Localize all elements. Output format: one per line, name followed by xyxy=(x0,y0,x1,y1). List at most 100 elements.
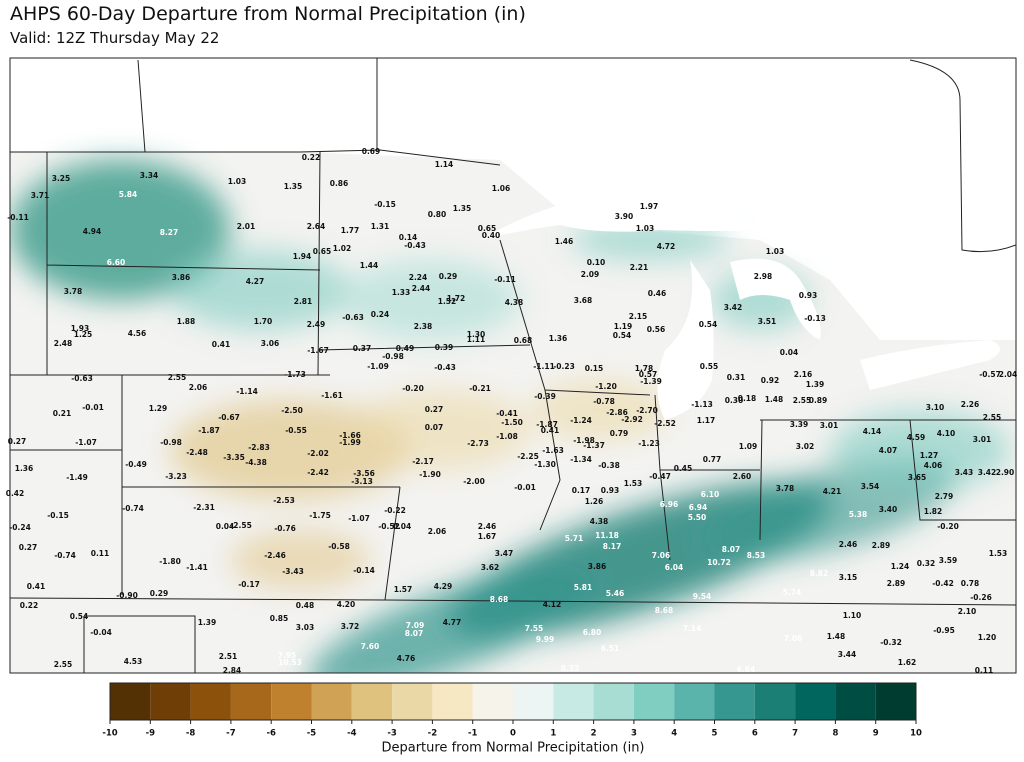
station-value: 2.79 xyxy=(935,492,954,501)
station-value: -0.67 xyxy=(218,413,240,422)
station-value: -0.24 xyxy=(9,523,31,532)
station-value: -1.61 xyxy=(321,391,343,400)
colorbar-tick-label: -10 xyxy=(102,729,117,739)
station-value: 2.55 xyxy=(983,413,1002,422)
station-value: 2.55 xyxy=(54,660,73,669)
station-value: 4.20 xyxy=(337,600,356,609)
station-value: 2.89 xyxy=(872,541,891,550)
title: AHPS 60-Day Departure from Normal Precip… xyxy=(10,3,526,25)
station-value: 8.27 xyxy=(160,228,179,237)
station-value: 4.94 xyxy=(83,227,102,236)
station-value: 2.81 xyxy=(294,297,313,306)
station-value: 0.07 xyxy=(425,423,444,432)
station-value: 0.29 xyxy=(439,272,458,281)
station-value: 3.01 xyxy=(820,421,839,430)
station-value: 3.25 xyxy=(52,174,71,183)
station-value: 2.06 xyxy=(189,383,208,392)
station-value: 1.35 xyxy=(453,204,472,213)
station-value: 7.55 xyxy=(525,624,544,633)
station-value: 0.65 xyxy=(313,247,332,256)
station-value: 0.40 xyxy=(482,231,501,240)
station-value: 0.68 xyxy=(514,336,533,345)
station-value: 1.39 xyxy=(806,380,825,389)
station-value: -0.38 xyxy=(598,461,620,470)
station-value: 0.55 xyxy=(700,362,719,371)
station-value: 3.40 xyxy=(879,505,898,514)
lake-michigan xyxy=(657,260,714,420)
station-value: -0.41 xyxy=(496,409,518,418)
station-value: 1.53 xyxy=(989,549,1008,558)
station-value: 1.62 xyxy=(898,658,917,667)
station-value: 8.68 xyxy=(490,595,509,604)
station-value: 3.34 xyxy=(140,171,159,180)
station-value: 1.33 xyxy=(392,288,411,297)
station-value: 2.26 xyxy=(961,400,980,409)
station-value: 9.99 xyxy=(536,635,555,644)
colorbar-bin xyxy=(593,683,634,720)
station-value: 2.84 xyxy=(223,666,242,675)
station-value: -0.04 xyxy=(90,628,112,637)
stations: 3.25 3.34 3.71 5.84 -0.11 1.03 1.35 0.22 0.86 0.6… xyxy=(6,147,1018,675)
station-value: 2.46 xyxy=(839,540,858,549)
station-value: 0.04 xyxy=(216,522,235,531)
station-value: 1.72 xyxy=(447,294,466,303)
station-value: 3.68 xyxy=(574,296,593,305)
station-value: -1.37 xyxy=(583,441,605,450)
station-value: -0.57 xyxy=(979,370,1001,379)
station-value: 0.30 xyxy=(725,396,744,405)
station-value: -2.50 xyxy=(281,406,303,415)
station-value: 8.33 xyxy=(561,664,580,673)
station-value: 1.48 xyxy=(827,632,846,641)
station-value: 1.48 xyxy=(765,395,784,404)
station-value: 5.71 xyxy=(565,534,584,543)
station-value: 1.27 xyxy=(920,451,939,460)
station-value: 1.97 xyxy=(640,202,659,211)
station-value: -2.92 xyxy=(621,415,643,424)
station-value: 3.44 xyxy=(838,650,857,659)
station-value: 4.21 xyxy=(823,487,842,496)
station-value: 1.03 xyxy=(228,177,247,186)
station-value: -1.66 xyxy=(339,431,361,440)
station-value: -0.55 xyxy=(285,426,307,435)
station-value: 0.31 xyxy=(727,373,746,382)
station-value: 3.42 xyxy=(724,303,743,312)
station-value: 0.27 xyxy=(425,405,444,414)
station-value: 4.76 xyxy=(397,654,416,663)
colorbar-tick-label: -3 xyxy=(387,729,397,739)
colorbar-bin xyxy=(271,683,312,720)
station-value: 3.90 xyxy=(615,212,634,221)
station-value: 1.93 xyxy=(71,324,90,333)
colorbar-tick-label: 1 xyxy=(550,729,556,739)
station-value: 1.06 xyxy=(492,184,511,193)
station-value: -1.14 xyxy=(236,387,258,396)
station-value: 6.80 xyxy=(583,628,602,637)
station-value: 0.27 xyxy=(19,543,38,552)
station-value: 0.41 xyxy=(212,340,231,349)
station-value: 0.39 xyxy=(435,343,454,352)
station-value: -0.20 xyxy=(937,522,959,531)
colorbar-bin xyxy=(311,683,352,720)
station-value: 1.30 xyxy=(467,330,486,339)
station-value: -3.23 xyxy=(165,472,187,481)
colorbar-tick-label: -5 xyxy=(307,729,317,739)
colorbar-tick-label: 3 xyxy=(631,729,637,739)
station-value: 4.72 xyxy=(657,242,676,251)
station-value: -1.20 xyxy=(595,382,617,391)
station-value: 0.11 xyxy=(975,666,994,675)
station-value: -0.58 xyxy=(328,542,350,551)
station-value: -3.13 xyxy=(351,477,373,486)
station-value: 0.89 xyxy=(809,396,828,405)
station-value: 0.41 xyxy=(27,582,46,591)
station-value: 0.22 xyxy=(20,601,39,610)
station-value: 2.51 xyxy=(219,652,238,661)
station-value: -1.11 xyxy=(533,362,555,371)
station-value: -0.90 xyxy=(116,591,138,600)
station-value: 9.54 xyxy=(693,592,712,601)
station-value: 6.84 xyxy=(737,665,756,674)
station-value: 2.55 xyxy=(793,396,812,405)
station-value: -1.13 xyxy=(691,400,713,409)
station-value: 8.07 xyxy=(405,629,424,638)
station-value: 0.41 xyxy=(541,426,560,435)
station-value: 0.10 xyxy=(587,258,606,267)
